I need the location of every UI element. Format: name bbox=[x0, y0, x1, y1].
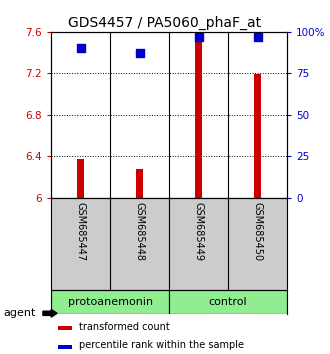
Bar bbox=[58, 345, 72, 349]
Text: GSM685448: GSM685448 bbox=[135, 202, 145, 261]
Text: GSM685447: GSM685447 bbox=[76, 202, 86, 261]
Bar bbox=[136, 169, 143, 198]
Point bbox=[78, 46, 83, 51]
Bar bbox=[51, 290, 169, 314]
Text: percentile rank within the sample: percentile rank within the sample bbox=[80, 340, 245, 350]
Text: GDS4457 / PA5060_phaF_at: GDS4457 / PA5060_phaF_at bbox=[68, 16, 262, 30]
Bar bbox=[77, 159, 84, 198]
Text: GSM685450: GSM685450 bbox=[252, 202, 263, 261]
Text: control: control bbox=[209, 297, 248, 307]
Bar bbox=[195, 40, 202, 198]
Point bbox=[196, 34, 201, 40]
Text: protoanemonin: protoanemonin bbox=[68, 297, 153, 307]
Point bbox=[137, 51, 142, 56]
Point bbox=[255, 34, 260, 40]
Text: transformed count: transformed count bbox=[80, 321, 170, 331]
Bar bbox=[58, 326, 72, 330]
Bar bbox=[254, 74, 261, 198]
Text: agent: agent bbox=[3, 308, 36, 318]
Text: GSM685449: GSM685449 bbox=[194, 202, 204, 261]
Bar bbox=[169, 290, 287, 314]
